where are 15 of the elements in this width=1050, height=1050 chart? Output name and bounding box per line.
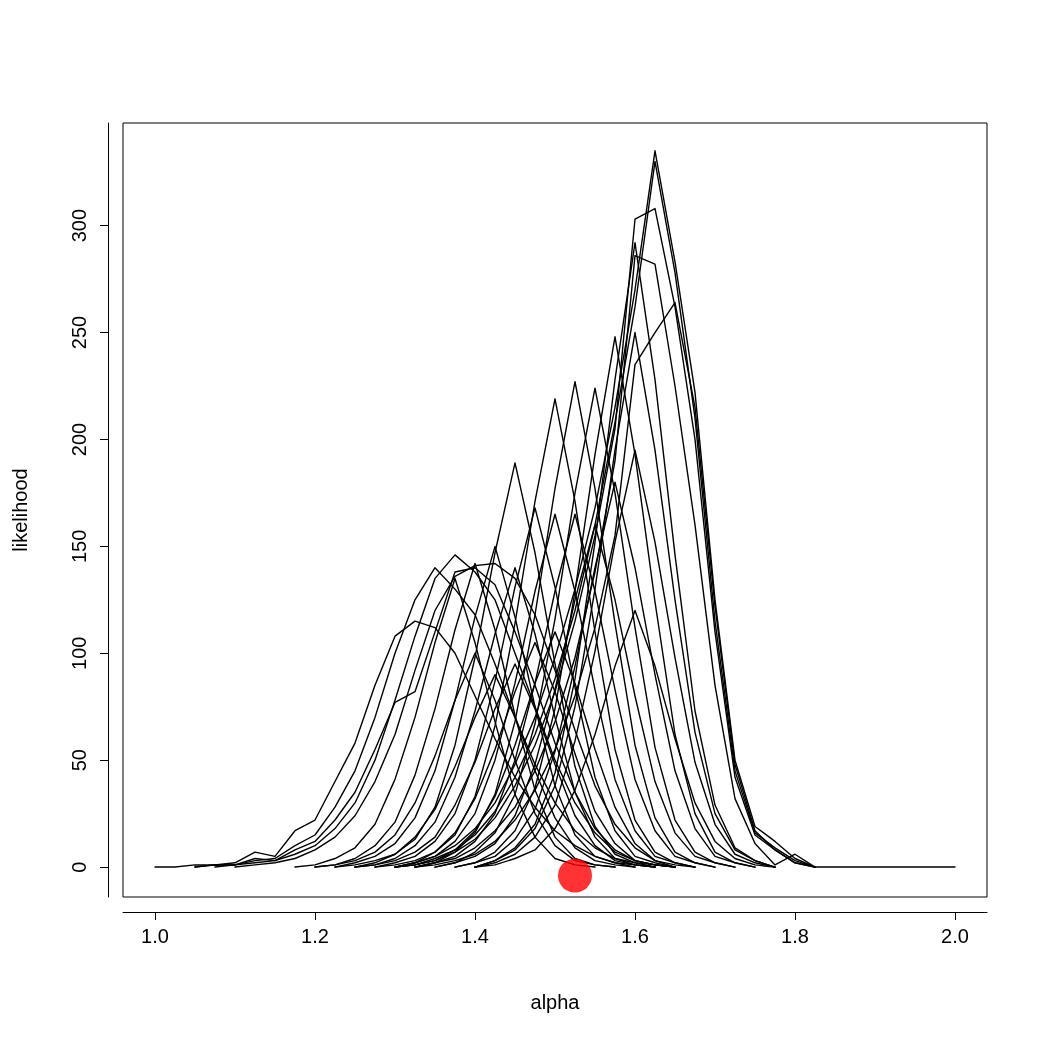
y-tick-label: 150 bbox=[68, 529, 90, 564]
y-tick-label: 50 bbox=[68, 749, 90, 772]
y-axis-title: likelihood bbox=[9, 468, 31, 552]
y-tick-label: 250 bbox=[68, 315, 90, 350]
y-tick-label: 300 bbox=[68, 208, 90, 243]
x-tick-label: 1.4 bbox=[461, 925, 489, 947]
x-axis-title: alpha bbox=[530, 991, 581, 1013]
x-tick-label: 1.8 bbox=[781, 925, 809, 947]
x-tick-label: 1.0 bbox=[141, 925, 169, 947]
y-tick-label: 200 bbox=[68, 422, 90, 457]
y-tick-label: 0 bbox=[68, 861, 90, 873]
x-tick-label: 2.0 bbox=[941, 925, 969, 947]
x-tick-label: 1.2 bbox=[301, 925, 329, 947]
x-tick-label: 1.6 bbox=[621, 925, 649, 947]
y-tick-label: 100 bbox=[68, 636, 90, 670]
